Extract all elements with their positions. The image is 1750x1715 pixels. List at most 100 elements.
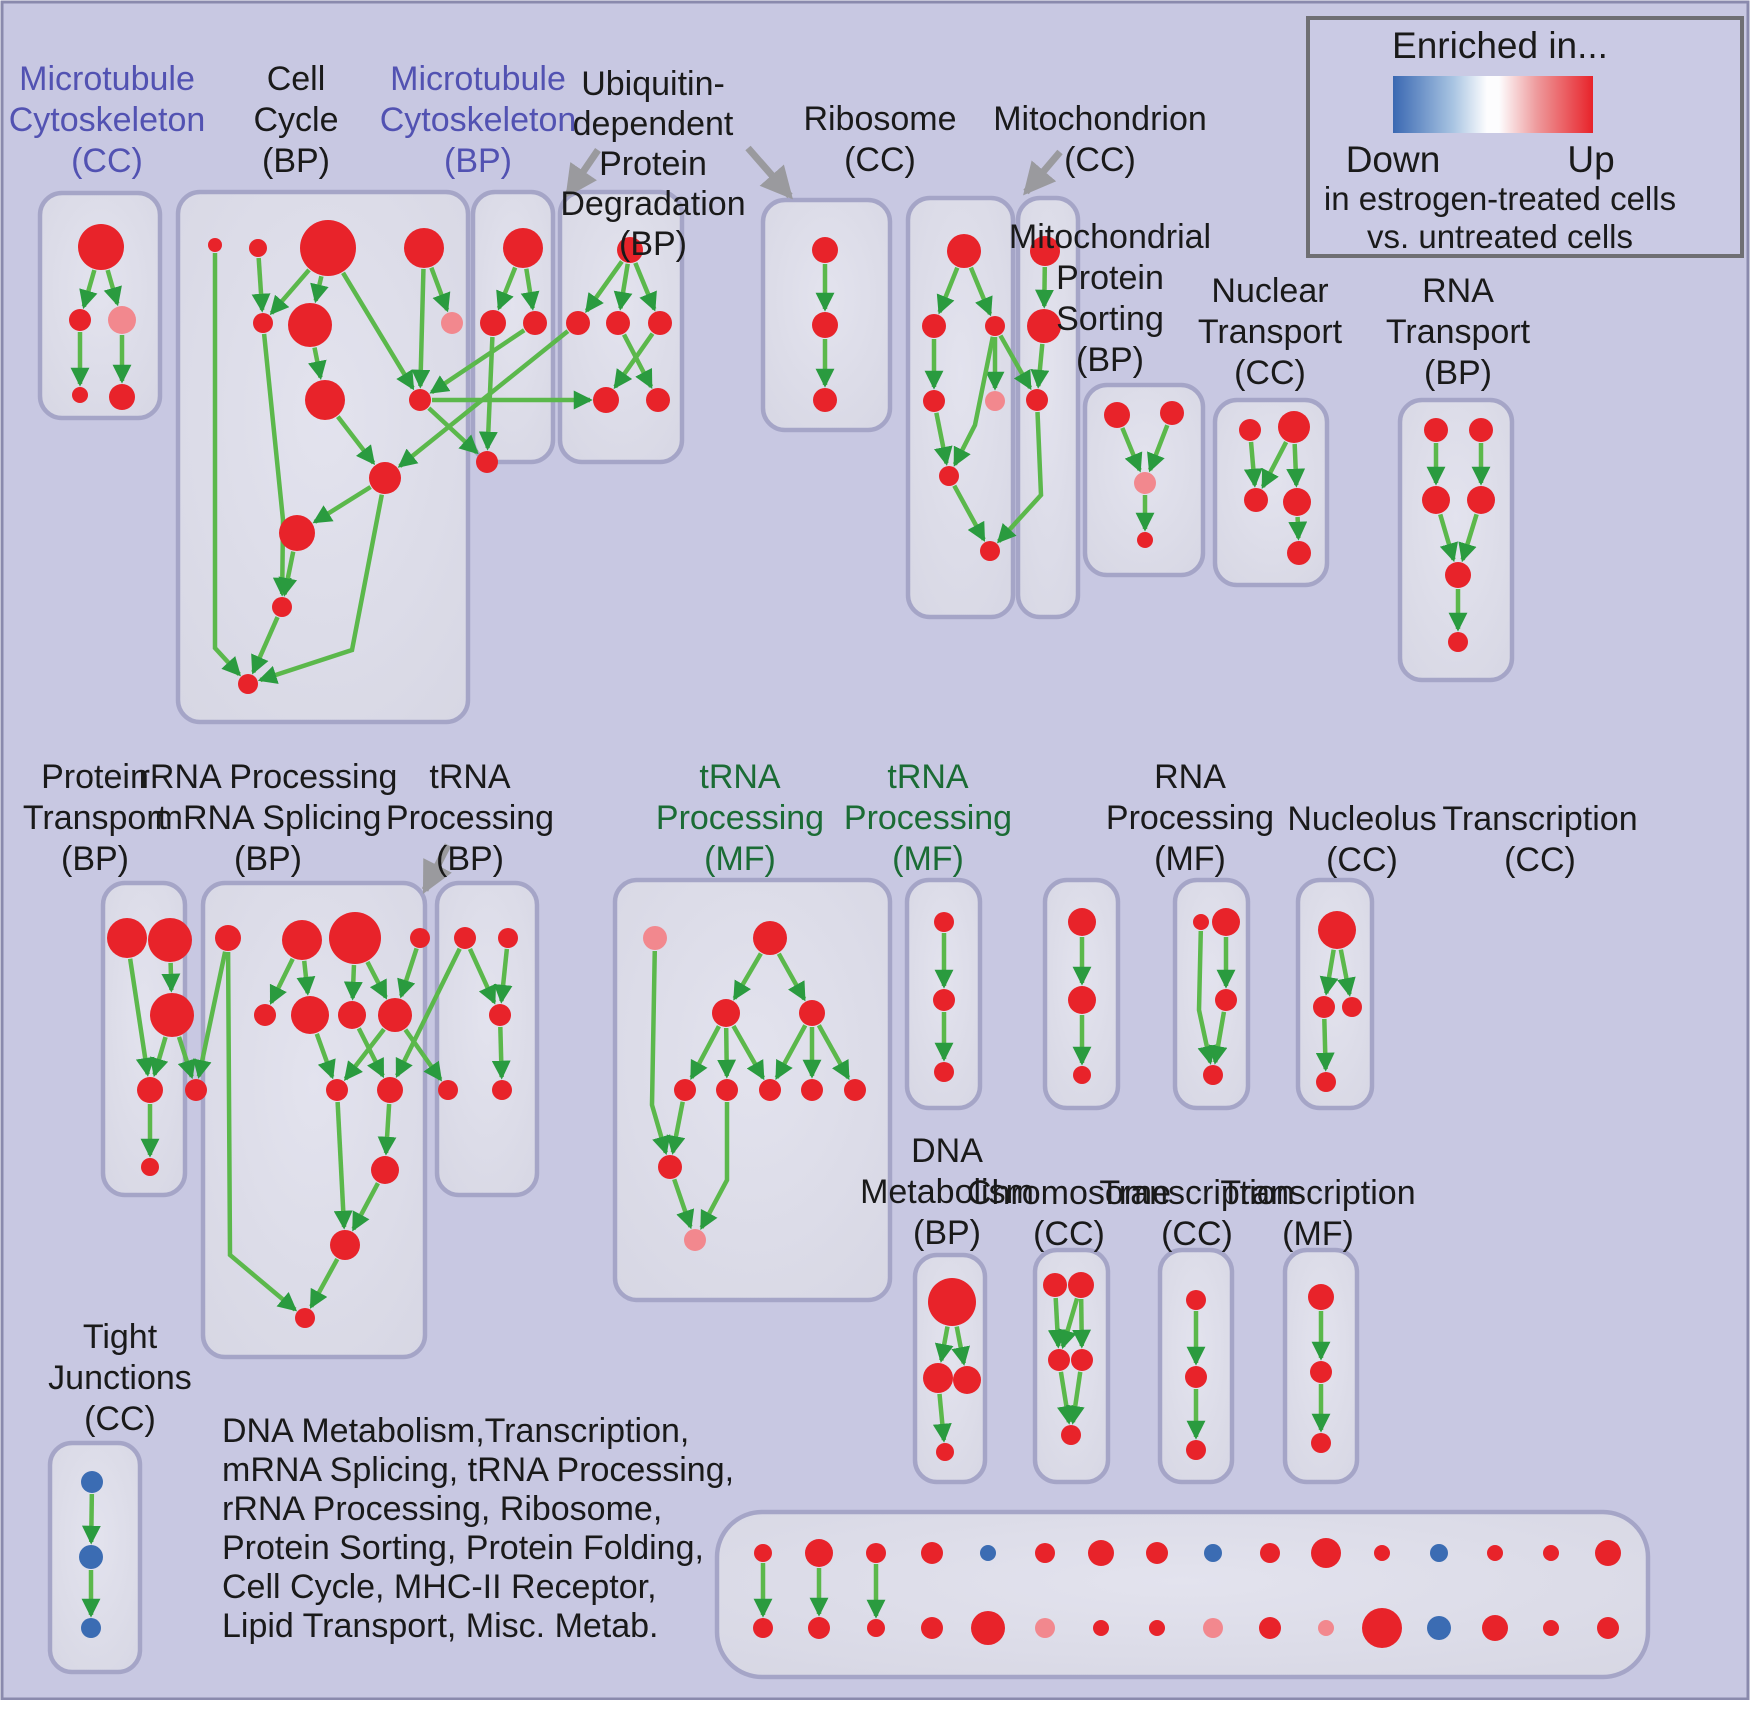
node-mb1 — [503, 228, 543, 268]
label-protein-transport: Protein Transport (BP) — [23, 758, 168, 878]
node-mb4 — [476, 451, 498, 473]
node-ub6 — [646, 388, 670, 412]
edge-rr9-rr12 — [333, 1101, 353, 1230]
node-strip-col5-bottom — [971, 1611, 1005, 1645]
node-pt5 — [185, 1079, 207, 1101]
node-t3b — [1310, 1361, 1332, 1383]
node-rt4 — [1467, 486, 1495, 514]
edge-rr3-rr8 — [365, 960, 388, 1000]
edge-rr4-rr8 — [397, 947, 419, 999]
edge-dm1-dm3 — [951, 1326, 971, 1366]
edge-pt3-pt4 — [150, 1036, 169, 1078]
node-mc5 — [109, 384, 135, 410]
node-mc4 — [72, 387, 88, 403]
node-strip-col9-top — [1204, 1544, 1222, 1562]
node-cc13 — [409, 389, 431, 411]
label-trna-bp: tRNA Processing (BP) — [386, 758, 554, 878]
legend-gradient-bar — [1393, 76, 1593, 133]
node-nt4 — [1283, 488, 1311, 516]
edge-rt3-rt5 — [1438, 513, 1458, 563]
node-pt4 — [137, 1077, 163, 1103]
label-trna-mf-1: tRNA Processing (MF) — [656, 758, 824, 878]
node-nt1 — [1239, 419, 1261, 441]
node-dm4 — [936, 1443, 954, 1461]
label-dna-metabolism: DNA Metabolism (BP) — [860, 1132, 1034, 1252]
node-tj2 — [79, 1545, 103, 1569]
edge-R4-R6 — [933, 412, 953, 466]
edge-ub1-ub2 — [584, 260, 624, 313]
legend-title: Enriched in... — [1392, 25, 1608, 66]
node-cc2 — [249, 239, 267, 257]
edge-nt2-nt3 — [1260, 441, 1289, 490]
edge-ub1-ub3 — [613, 263, 633, 311]
node-R7 — [980, 541, 1000, 561]
node-strip-col2-bottom — [808, 1617, 830, 1639]
node-rt1 — [1424, 418, 1448, 442]
edge-cc9-cc10 — [251, 616, 280, 675]
node-rr10 — [377, 1077, 403, 1103]
node-strip-col16-bottom — [1597, 1617, 1619, 1639]
edge-tm2-tm5 — [717, 1027, 737, 1079]
node-tj1 — [81, 1471, 103, 1493]
node-ts2 — [933, 989, 955, 1011]
edge-R1-R2 — [936, 266, 960, 315]
node-tm6 — [759, 1079, 781, 1101]
edge-ms2-ms3 — [1147, 424, 1170, 473]
node-strip-col3-top — [866, 1543, 886, 1563]
node-dm2 — [923, 1363, 953, 1393]
node-tj3 — [81, 1618, 101, 1638]
edge-dm2-dm4 — [932, 1393, 952, 1443]
edge-ub1-ub4 — [633, 262, 657, 312]
node-cc4 — [288, 303, 332, 347]
label-ubiquitin-degradation: Ubiquitin-dependent Protein Degradation (BP… — [560, 65, 745, 263]
edge-ch4-ch5 — [1065, 1371, 1085, 1425]
edge-ub3-ub6 — [621, 333, 654, 390]
legend-subtitle-line1: in estrogen-treated cells — [1324, 180, 1676, 217]
edge-tm4-tm9 — [666, 1101, 686, 1155]
node-cc8 — [279, 515, 315, 551]
edge-mb3-cc13 — [429, 328, 526, 395]
edge-cc11-cc13 — [411, 268, 431, 389]
node-strip-col10-top — [1260, 1543, 1280, 1563]
node-ts3 — [934, 1062, 954, 1082]
node-ms4 — [1137, 532, 1153, 548]
legend-subtitle-line2: vs. untreated cells — [1367, 218, 1633, 255]
label-chromosome: Chromosome (CC) — [967, 1174, 1171, 1253]
edge-nt2-nt4 — [1286, 443, 1306, 488]
node-nt2 — [1278, 411, 1310, 443]
node-tc4 — [1316, 1072, 1336, 1092]
node-nu1 — [1193, 914, 1209, 930]
node-pt3 — [150, 993, 194, 1037]
node-strip-col11-top — [1311, 1538, 1341, 1568]
node-cc5 — [253, 313, 273, 333]
node-strip-col8-top — [1146, 1542, 1168, 1564]
node-strip-col4-top — [921, 1542, 943, 1564]
edge-pt3-pt5 — [176, 1036, 196, 1080]
edge-ub2-cc7 — [397, 329, 570, 468]
label-transcription-cc-top: Transcription (CC) — [1442, 800, 1637, 879]
node-tm4 — [674, 1079, 696, 1101]
node-mb2 — [480, 310, 506, 336]
node-strip-col6-top — [1035, 1543, 1055, 1563]
edge-cc8-cc9 — [278, 551, 298, 597]
node-tm9 — [658, 1155, 682, 1179]
node-uq2 — [812, 312, 838, 338]
edge-rt4-rt5 — [1458, 513, 1479, 563]
node-nt5 — [1287, 541, 1311, 565]
cluster-box-cell-cycle — [175, 189, 471, 725]
node-t2a — [1186, 1290, 1206, 1310]
edge-rr6-rr9 — [314, 1033, 336, 1080]
edge-ch2-ch4 — [1072, 1298, 1092, 1349]
node-tm0 — [643, 926, 667, 950]
cluster-box-nucleolus — [1172, 877, 1251, 1111]
edge-rr11-rr12 — [351, 1182, 380, 1232]
node-tm3 — [799, 1000, 825, 1026]
node-rp2 — [1068, 986, 1096, 1014]
edge-R6-R7 — [952, 484, 986, 542]
node-ch4 — [1071, 1349, 1093, 1371]
node-nt3 — [1244, 488, 1268, 512]
edge-tc2-tc4 — [1315, 1018, 1335, 1072]
node-strip-col4-bottom — [921, 1617, 943, 1639]
node-tb5 — [492, 1080, 512, 1100]
